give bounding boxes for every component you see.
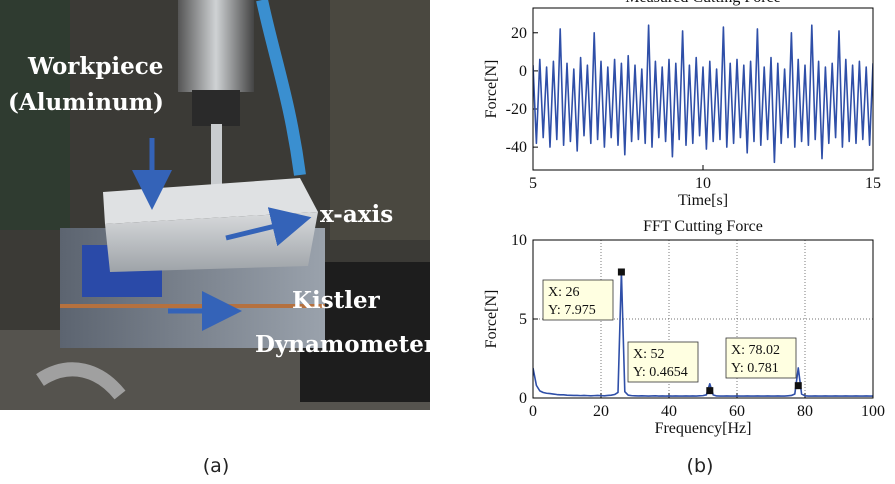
data-line [533, 24, 873, 164]
datatip-marker [706, 387, 714, 395]
x-tick-label: 5 [529, 175, 537, 192]
datatip-text: X: 26 [548, 285, 580, 300]
plot-area [533, 8, 873, 170]
datatip-text: Y: 0.4654 [633, 365, 688, 380]
caption: (a) [203, 455, 229, 477]
cable [36, 362, 126, 400]
photo-wall [0, 0, 70, 230]
y-axis-label: Force[N] [483, 290, 500, 349]
datatip-marker [794, 382, 802, 390]
collet [192, 90, 240, 126]
x-tick-label: 20 [593, 403, 609, 420]
photo-label: x-axis [320, 201, 393, 228]
data-line [533, 271, 873, 397]
photo-label: (Aluminum) [8, 89, 164, 116]
datatip-box [542, 279, 614, 321]
y-tick-label: 20 [511, 25, 527, 42]
plot-frame [532, 7, 874, 171]
y-tick-label: 10 [511, 232, 527, 249]
coolant-hose [256, 0, 306, 176]
spindle [178, 0, 254, 92]
datatip-text: X: 78.02 [731, 343, 780, 358]
drill [211, 124, 222, 188]
photo-label: Dynamometer [255, 331, 437, 358]
datatip-box [725, 337, 797, 379]
datatip-text: Y: 0.781 [731, 361, 779, 376]
datatip-box [627, 341, 699, 383]
x-tick-label: 60 [729, 403, 745, 420]
x-axis-label: Time[s] [678, 192, 728, 209]
x-tick-label: 10 [695, 175, 711, 192]
y-tick-label: -40 [506, 139, 527, 156]
photo-label: Workpiece [27, 53, 163, 80]
y-axis-label: Force[N] [483, 60, 500, 119]
y-tick-label: 5 [519, 311, 527, 328]
datatip-marker [617, 268, 625, 276]
plot-frame [532, 239, 874, 399]
y-tick-label: 0 [519, 63, 527, 80]
y-tick-label: -20 [506, 101, 527, 118]
photo-machine [330, 0, 430, 240]
x-tick-label: 40 [661, 403, 677, 420]
photo: Workpiece (Aluminum) x-axis Kistler Dyna… [0, 0, 437, 410]
x-tick-label: 0 [529, 403, 537, 420]
y-tick-label: 0 [519, 390, 527, 407]
photo-label: Kistler [292, 287, 381, 314]
x-tick-label: 15 [865, 175, 881, 192]
datatip-text: X: 52 [633, 347, 665, 362]
caption: (b) [687, 455, 714, 477]
datatip-text: Y: 7.975 [548, 303, 596, 318]
x-tick-label: 80 [797, 403, 813, 420]
x-axis-label: Frequency[Hz] [655, 420, 752, 437]
x-tick-label: 100 [861, 403, 885, 420]
chart-title: FFT Cutting Force [643, 218, 763, 235]
arrow [225, 207, 312, 247]
chart-title: Measured Cutting Force [625, 0, 781, 6]
